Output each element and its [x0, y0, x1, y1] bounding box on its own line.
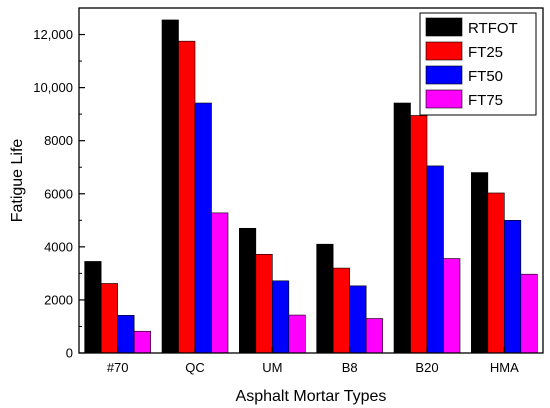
- legend-label: FT75: [468, 92, 503, 109]
- bar-rtfot-b8: [316, 243, 334, 354]
- x-tick-label: UM: [262, 360, 282, 375]
- y-axis: 0 2000 4000 6000 8000 10,000 12,000: [33, 27, 85, 361]
- bar-ft25-b8: [332, 267, 350, 354]
- bar-ft75-b20: [443, 258, 461, 354]
- legend-swatch: [425, 65, 463, 85]
- bar-ft50-no70: [117, 315, 135, 354]
- bar-ft75-qc: [211, 212, 229, 354]
- y-tick-label: 0: [66, 346, 73, 361]
- y-tick-label: 10,000: [33, 80, 73, 95]
- legend: RTFOT FT25 FT50 FT75: [419, 12, 537, 116]
- x-tick-label: B8: [342, 360, 358, 375]
- legend-label: RTFOT: [468, 20, 518, 37]
- y-tick-label: 8000: [44, 133, 73, 148]
- bar-ft50-b20: [426, 165, 444, 354]
- x-tick-label: #70: [107, 360, 129, 375]
- bars-group: [84, 19, 538, 354]
- bar-ft50-qc: [194, 102, 212, 354]
- bar-ft25-um: [255, 253, 273, 354]
- bar-ft25-b20: [410, 115, 428, 354]
- legend-swatch: [425, 89, 463, 109]
- bar-ft75-no70: [133, 330, 151, 354]
- x-axis-title: Asphalt Mortar Types: [236, 388, 387, 405]
- legend-label: FT25: [468, 44, 503, 61]
- x-axis: #70 QC UM B8 B20 HMA: [107, 347, 519, 375]
- bar-rtfot-qc: [161, 19, 179, 354]
- legend-swatch: [425, 17, 463, 37]
- bar-rtfot-no70: [84, 261, 102, 354]
- x-tick-label: B20: [415, 360, 438, 375]
- legend-label: FT50: [468, 68, 503, 85]
- bar-rtfot-um: [239, 227, 257, 354]
- bar-ft75-um: [288, 314, 306, 354]
- bar-rtfot-b20: [393, 102, 411, 354]
- x-tick-label: QC: [185, 360, 205, 375]
- bar-ft50-um: [272, 280, 290, 354]
- y-tick-label: 2000: [44, 292, 73, 307]
- legend-swatch: [425, 41, 463, 61]
- bar-ft75-b8: [365, 318, 383, 354]
- bar-ft25-hma: [487, 192, 505, 354]
- plot-frame: [78, 7, 544, 354]
- y-tick-label: 12,000: [33, 27, 73, 42]
- y-tick-label: 4000: [44, 239, 73, 254]
- bar-rtfot-hma: [471, 172, 489, 354]
- bar-ft25-qc: [178, 40, 196, 354]
- y-axis-title: Fatigue Life: [9, 139, 26, 223]
- bar-ft50-hma: [504, 220, 522, 354]
- bar-ft50-b8: [349, 285, 367, 354]
- bar-ft75-hma: [520, 273, 538, 354]
- x-tick-label: HMA: [490, 360, 519, 375]
- y-tick-label: 6000: [44, 186, 73, 201]
- bar-ft25-no70: [100, 283, 118, 354]
